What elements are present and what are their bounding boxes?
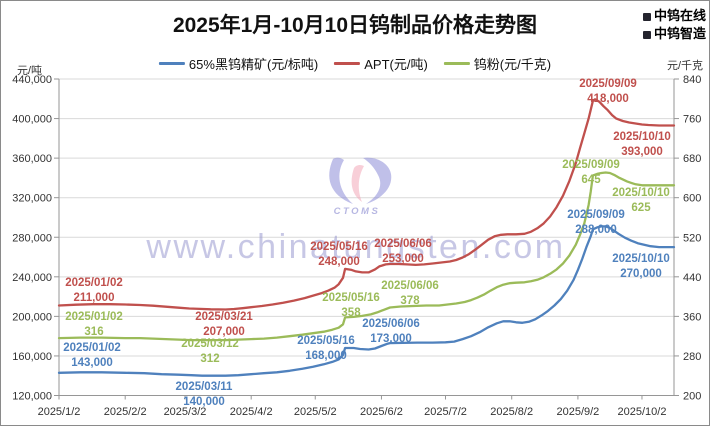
svg-text:270,000: 270,000 xyxy=(620,268,662,280)
legend-item-apt: APT(元/吨) xyxy=(334,54,428,73)
svg-text:2025/03/11: 2025/03/11 xyxy=(176,381,234,393)
svg-text:143,000: 143,000 xyxy=(71,357,113,369)
svg-text:2025/09/09: 2025/09/09 xyxy=(567,209,625,221)
svg-text:400,000: 400,000 xyxy=(12,114,52,126)
svg-text:248,000: 248,000 xyxy=(318,256,360,268)
y-left-unit-label: 元/吨 xyxy=(17,65,43,77)
legend-line-swatch xyxy=(334,62,361,65)
svg-text:393,000: 393,000 xyxy=(621,146,663,158)
svg-text:173,000: 173,000 xyxy=(370,333,412,345)
svg-text:2025/1/2: 2025/1/2 xyxy=(38,406,81,418)
svg-text:760: 760 xyxy=(683,114,701,126)
svg-text:2025/9/2: 2025/9/2 xyxy=(556,406,599,418)
svg-text:2025/2/2: 2025/2/2 xyxy=(104,406,147,418)
svg-text:2025/09/09: 2025/09/09 xyxy=(579,78,637,90)
y-right-unit-label: 元/千克 xyxy=(667,60,704,72)
svg-text:168,000: 168,000 xyxy=(305,350,347,362)
chart-legend: 65%黑钨精矿(元/标吨) APT(元/吨) 钨粉(元/千克) xyxy=(158,54,552,73)
svg-text:2025/01/02: 2025/01/02 xyxy=(65,311,123,323)
svg-text:CTOMS: CTOMS xyxy=(334,206,381,217)
svg-text:140,000: 140,000 xyxy=(183,396,225,408)
svg-text:2025/09/09: 2025/09/09 xyxy=(562,159,620,171)
svg-text:418,000: 418,000 xyxy=(587,93,629,105)
chart-title: 2025年1月-10月10日钨制品价格走势图 xyxy=(172,14,538,37)
svg-text:280: 280 xyxy=(683,351,701,363)
legend-line-swatch xyxy=(443,62,470,65)
svg-text:358: 358 xyxy=(341,307,361,319)
svg-text:2025/8/2: 2025/8/2 xyxy=(490,406,533,418)
svg-text:www.chinatungsten.com: www.chinatungsten.com xyxy=(145,228,565,266)
svg-text:680: 680 xyxy=(683,153,701,165)
svg-text:200: 200 xyxy=(683,391,701,403)
brand-row-ctia-smart: 中钨智造 xyxy=(642,25,706,43)
svg-text:2025/10/10: 2025/10/10 xyxy=(612,187,670,199)
svg-text:288,000: 288,000 xyxy=(575,224,617,236)
svg-text:316: 316 xyxy=(84,326,103,338)
svg-text:207,000: 207,000 xyxy=(203,326,245,338)
brand-logo-icon xyxy=(642,30,651,39)
svg-text:2025/6/2: 2025/6/2 xyxy=(360,406,403,418)
svg-text:360: 360 xyxy=(683,311,701,323)
legend-label: 钨粉(元/千克) xyxy=(473,57,552,72)
svg-text:840: 840 xyxy=(683,74,701,86)
svg-text:645: 645 xyxy=(581,174,601,186)
legend-label: APT(元/吨) xyxy=(364,57,428,72)
svg-text:440: 440 xyxy=(683,272,701,284)
svg-text:320,000: 320,000 xyxy=(12,193,52,205)
svg-text:2025/06/06: 2025/06/06 xyxy=(381,280,439,292)
svg-text:280,000: 280,000 xyxy=(12,232,52,244)
svg-text:211,000: 211,000 xyxy=(74,292,115,304)
brand-logo-icon xyxy=(642,12,651,21)
svg-text:2025/01/02: 2025/01/02 xyxy=(65,277,123,289)
svg-text:520: 520 xyxy=(683,232,701,244)
svg-text:2025/10/10: 2025/10/10 xyxy=(613,131,671,143)
svg-text:160,000: 160,000 xyxy=(12,351,52,363)
legend-label: 65%黑钨精矿(元/标吨) xyxy=(188,57,319,72)
svg-text:378: 378 xyxy=(400,295,420,307)
svg-text:2025/7/2: 2025/7/2 xyxy=(424,406,467,418)
svg-text:2025/03/12: 2025/03/12 xyxy=(181,338,239,350)
svg-text:2025/05/16: 2025/05/16 xyxy=(310,241,368,253)
svg-text:440,000: 440,000 xyxy=(12,74,52,86)
svg-text:120,000: 120,000 xyxy=(12,391,52,403)
svg-text:2025/05/16: 2025/05/16 xyxy=(297,335,355,347)
brand-row-ctia-online: 中钨在线 xyxy=(642,7,706,25)
svg-text:2025/5/2: 2025/5/2 xyxy=(294,406,337,418)
svg-text:2025/4/2: 2025/4/2 xyxy=(230,406,273,418)
legend-item-wolframite: 65%黑钨精矿(元/标吨) xyxy=(158,54,319,73)
brand-box: 中钨在线 中钨智造 xyxy=(642,7,706,43)
svg-text:2025/01/02: 2025/01/02 xyxy=(63,342,121,354)
svg-text:253,000: 253,000 xyxy=(382,253,424,265)
svg-text:600: 600 xyxy=(683,193,701,205)
svg-text:2025/06/06: 2025/06/06 xyxy=(362,318,420,330)
svg-text:2025/06/06: 2025/06/06 xyxy=(374,238,432,250)
brand-label: 中钨智造 xyxy=(653,26,706,41)
legend-line-swatch xyxy=(158,62,185,65)
svg-text:2025/10/10: 2025/10/10 xyxy=(612,253,670,265)
svg-text:200,000: 200,000 xyxy=(12,311,52,323)
brand-label: 中钨在线 xyxy=(653,8,706,23)
legend-item-powder: 钨粉(元/千克) xyxy=(443,54,552,73)
svg-text:240,000: 240,000 xyxy=(12,272,52,284)
svg-text:360,000: 360,000 xyxy=(12,153,52,165)
svg-text:2025/05/16: 2025/05/16 xyxy=(322,292,380,304)
svg-text:2025/3/2: 2025/3/2 xyxy=(164,406,207,418)
svg-text:2025/03/21: 2025/03/21 xyxy=(195,311,253,323)
svg-text:312: 312 xyxy=(200,353,219,365)
svg-text:625: 625 xyxy=(631,202,651,214)
svg-text:2025/10/2: 2025/10/2 xyxy=(618,406,667,418)
